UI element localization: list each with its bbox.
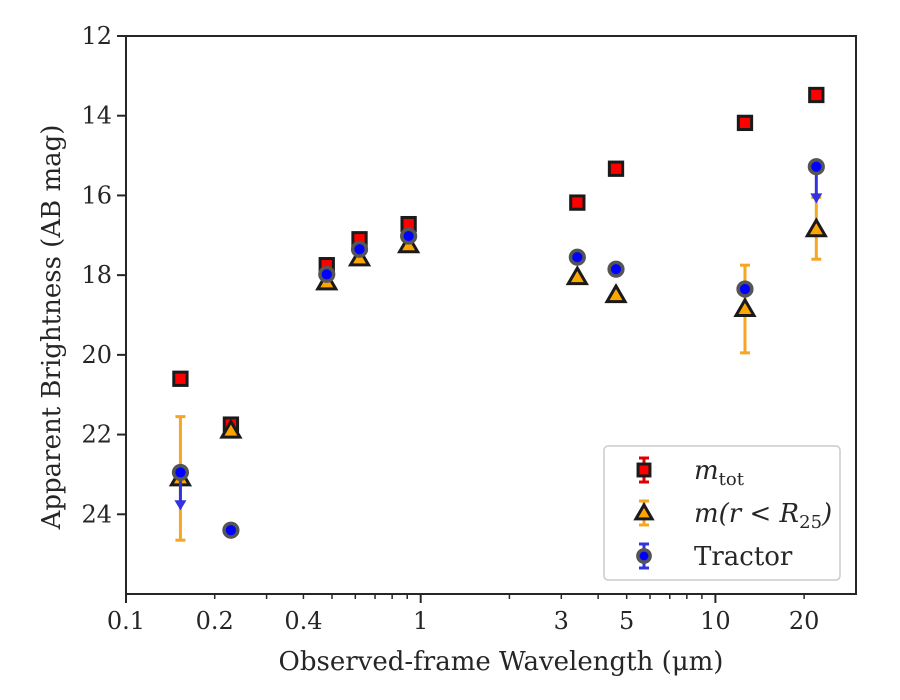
data-point — [607, 160, 625, 177]
x-tick-label: 3 — [554, 607, 569, 635]
marker-square — [808, 86, 825, 104]
marker-triangle — [633, 501, 655, 521]
x-tick-label: 0.1 — [107, 607, 145, 635]
data-point — [607, 260, 625, 278]
plot-frame — [125, 35, 857, 595]
data-point — [808, 86, 825, 104]
series-0 — [172, 86, 825, 433]
marker-circle — [222, 521, 240, 539]
data-point — [736, 280, 754, 298]
marker-circle — [350, 240, 369, 258]
legend-label: m(r < R25) — [694, 499, 832, 533]
data-point — [736, 114, 754, 132]
marker-triangle — [219, 418, 243, 439]
y-axis-title: Apparent Brightness (AB mag) — [37, 125, 67, 531]
marker-triangle — [804, 217, 828, 238]
marker-square — [569, 194, 586, 211]
y-tick-label: 18 — [81, 261, 112, 289]
marker-triangle — [565, 265, 589, 286]
plot-area — [168, 86, 828, 542]
y-tick-label: 24 — [81, 500, 112, 528]
marker-square — [636, 462, 652, 478]
x-tick-label: 5 — [619, 607, 634, 635]
upper-limit-arrow — [810, 193, 823, 204]
data-point — [219, 418, 243, 439]
x-tick-label: 1 — [413, 607, 428, 635]
data-point — [733, 263, 757, 355]
x-axis-title: Observed-frame Wavelength (μm) — [279, 647, 724, 677]
data-point — [604, 283, 628, 304]
x-tick-label: 10 — [700, 607, 731, 635]
x-tick-label: 0.4 — [284, 607, 322, 635]
data-point — [804, 195, 828, 261]
marker-circle — [636, 548, 652, 564]
legend-entry: Tractor — [636, 542, 793, 572]
axes: 0.1 0.2 0.4 1 3 5 10 20 12 14 16 18 20 22 24 Observed-f… — [37, 22, 857, 677]
marker-circle — [568, 248, 586, 266]
marker-circle — [807, 158, 825, 176]
marker-square — [607, 160, 625, 177]
data-point — [350, 240, 369, 258]
marker-circle — [607, 260, 625, 278]
legend-box — [603, 445, 841, 581]
legend-label: Tractor — [694, 542, 793, 572]
data-point — [172, 370, 189, 387]
data-point — [568, 248, 586, 266]
y-tick-label: 16 — [81, 181, 112, 209]
legend-entry: m(r < R25) — [633, 499, 832, 533]
legend-entry: mtot — [636, 456, 745, 490]
x-tick-label: 0.2 — [196, 607, 234, 635]
marker-circle — [318, 265, 336, 283]
data-point — [807, 158, 825, 204]
marker-circle — [171, 463, 190, 482]
marker-circle — [400, 227, 418, 245]
y-tick-label: 12 — [81, 22, 112, 50]
data-point — [565, 265, 589, 286]
data-point — [400, 227, 418, 245]
y-tick-label: 20 — [81, 341, 112, 369]
upper-limit-arrow — [174, 500, 187, 511]
marker-triangle — [733, 297, 757, 318]
marker-circle — [736, 280, 754, 298]
data-point — [400, 215, 417, 233]
marker-square — [736, 114, 754, 132]
y-tick-label: 14 — [81, 102, 112, 130]
x-tick-label: 20 — [789, 607, 820, 635]
data-point — [171, 463, 190, 511]
data-point — [318, 265, 336, 283]
marker-square — [172, 370, 189, 387]
data-point — [569, 194, 586, 211]
marker-triangle — [604, 283, 628, 304]
series-2 — [171, 158, 825, 539]
y-tick-label: 22 — [81, 421, 112, 449]
data-point — [222, 521, 240, 539]
legend: mtot m(r < R25) Tractor — [603, 445, 841, 581]
legend-label: mtot — [694, 456, 745, 490]
